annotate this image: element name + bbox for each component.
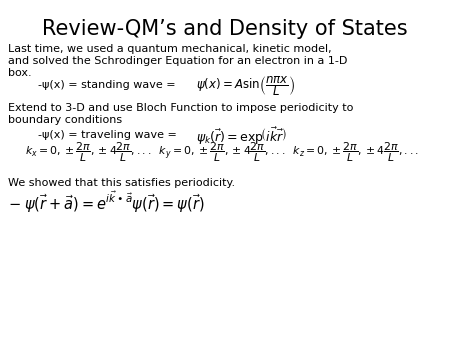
Text: Last time, we used a quantum mechanical, kinetic model,: Last time, we used a quantum mechanical,… <box>8 44 332 54</box>
Text: $k_x{=}0,\pm\dfrac{2\pi}{L},\pm4\dfrac{2\pi}{L},...\;\; k_y{=}0,\pm\dfrac{2\pi}{: $k_x{=}0,\pm\dfrac{2\pi}{L},\pm4\dfrac{2… <box>25 141 419 165</box>
Text: box.: box. <box>8 68 32 78</box>
Text: -ψ(x) = standing wave =: -ψ(x) = standing wave = <box>38 80 176 90</box>
Text: -ψ(x) = traveling wave =: -ψ(x) = traveling wave = <box>38 130 177 140</box>
Text: boundary conditions: boundary conditions <box>8 115 122 125</box>
Text: $\psi_k(\vec{r})=\mathrm{exp}\!\left(i\vec{k}\vec{r}\right)$: $\psi_k(\vec{r})=\mathrm{exp}\!\left(i\v… <box>196 126 287 147</box>
Text: $\psi(x)=A\sin\!\left(\dfrac{n\pi x}{L}\right)$: $\psi(x)=A\sin\!\left(\dfrac{n\pi x}{L}\… <box>196 74 295 98</box>
Text: Extend to 3-D and use Bloch Function to impose periodicity to: Extend to 3-D and use Bloch Function to … <box>8 103 354 113</box>
Text: We showed that this satisfies periodicity.: We showed that this satisfies periodicit… <box>8 177 235 188</box>
Text: $-\;\psi(\vec{r}+\vec{a})=e^{i\vec{k}\bullet\vec{a}}\psi(\vec{r})=\psi(\vec{r})$: $-\;\psi(\vec{r}+\vec{a})=e^{i\vec{k}\bu… <box>8 190 205 215</box>
Text: and solved the Schrodinger Equation for an electron in a 1-D: and solved the Schrodinger Equation for … <box>8 56 347 66</box>
Text: Review-QM’s and Density of States: Review-QM’s and Density of States <box>42 19 408 39</box>
